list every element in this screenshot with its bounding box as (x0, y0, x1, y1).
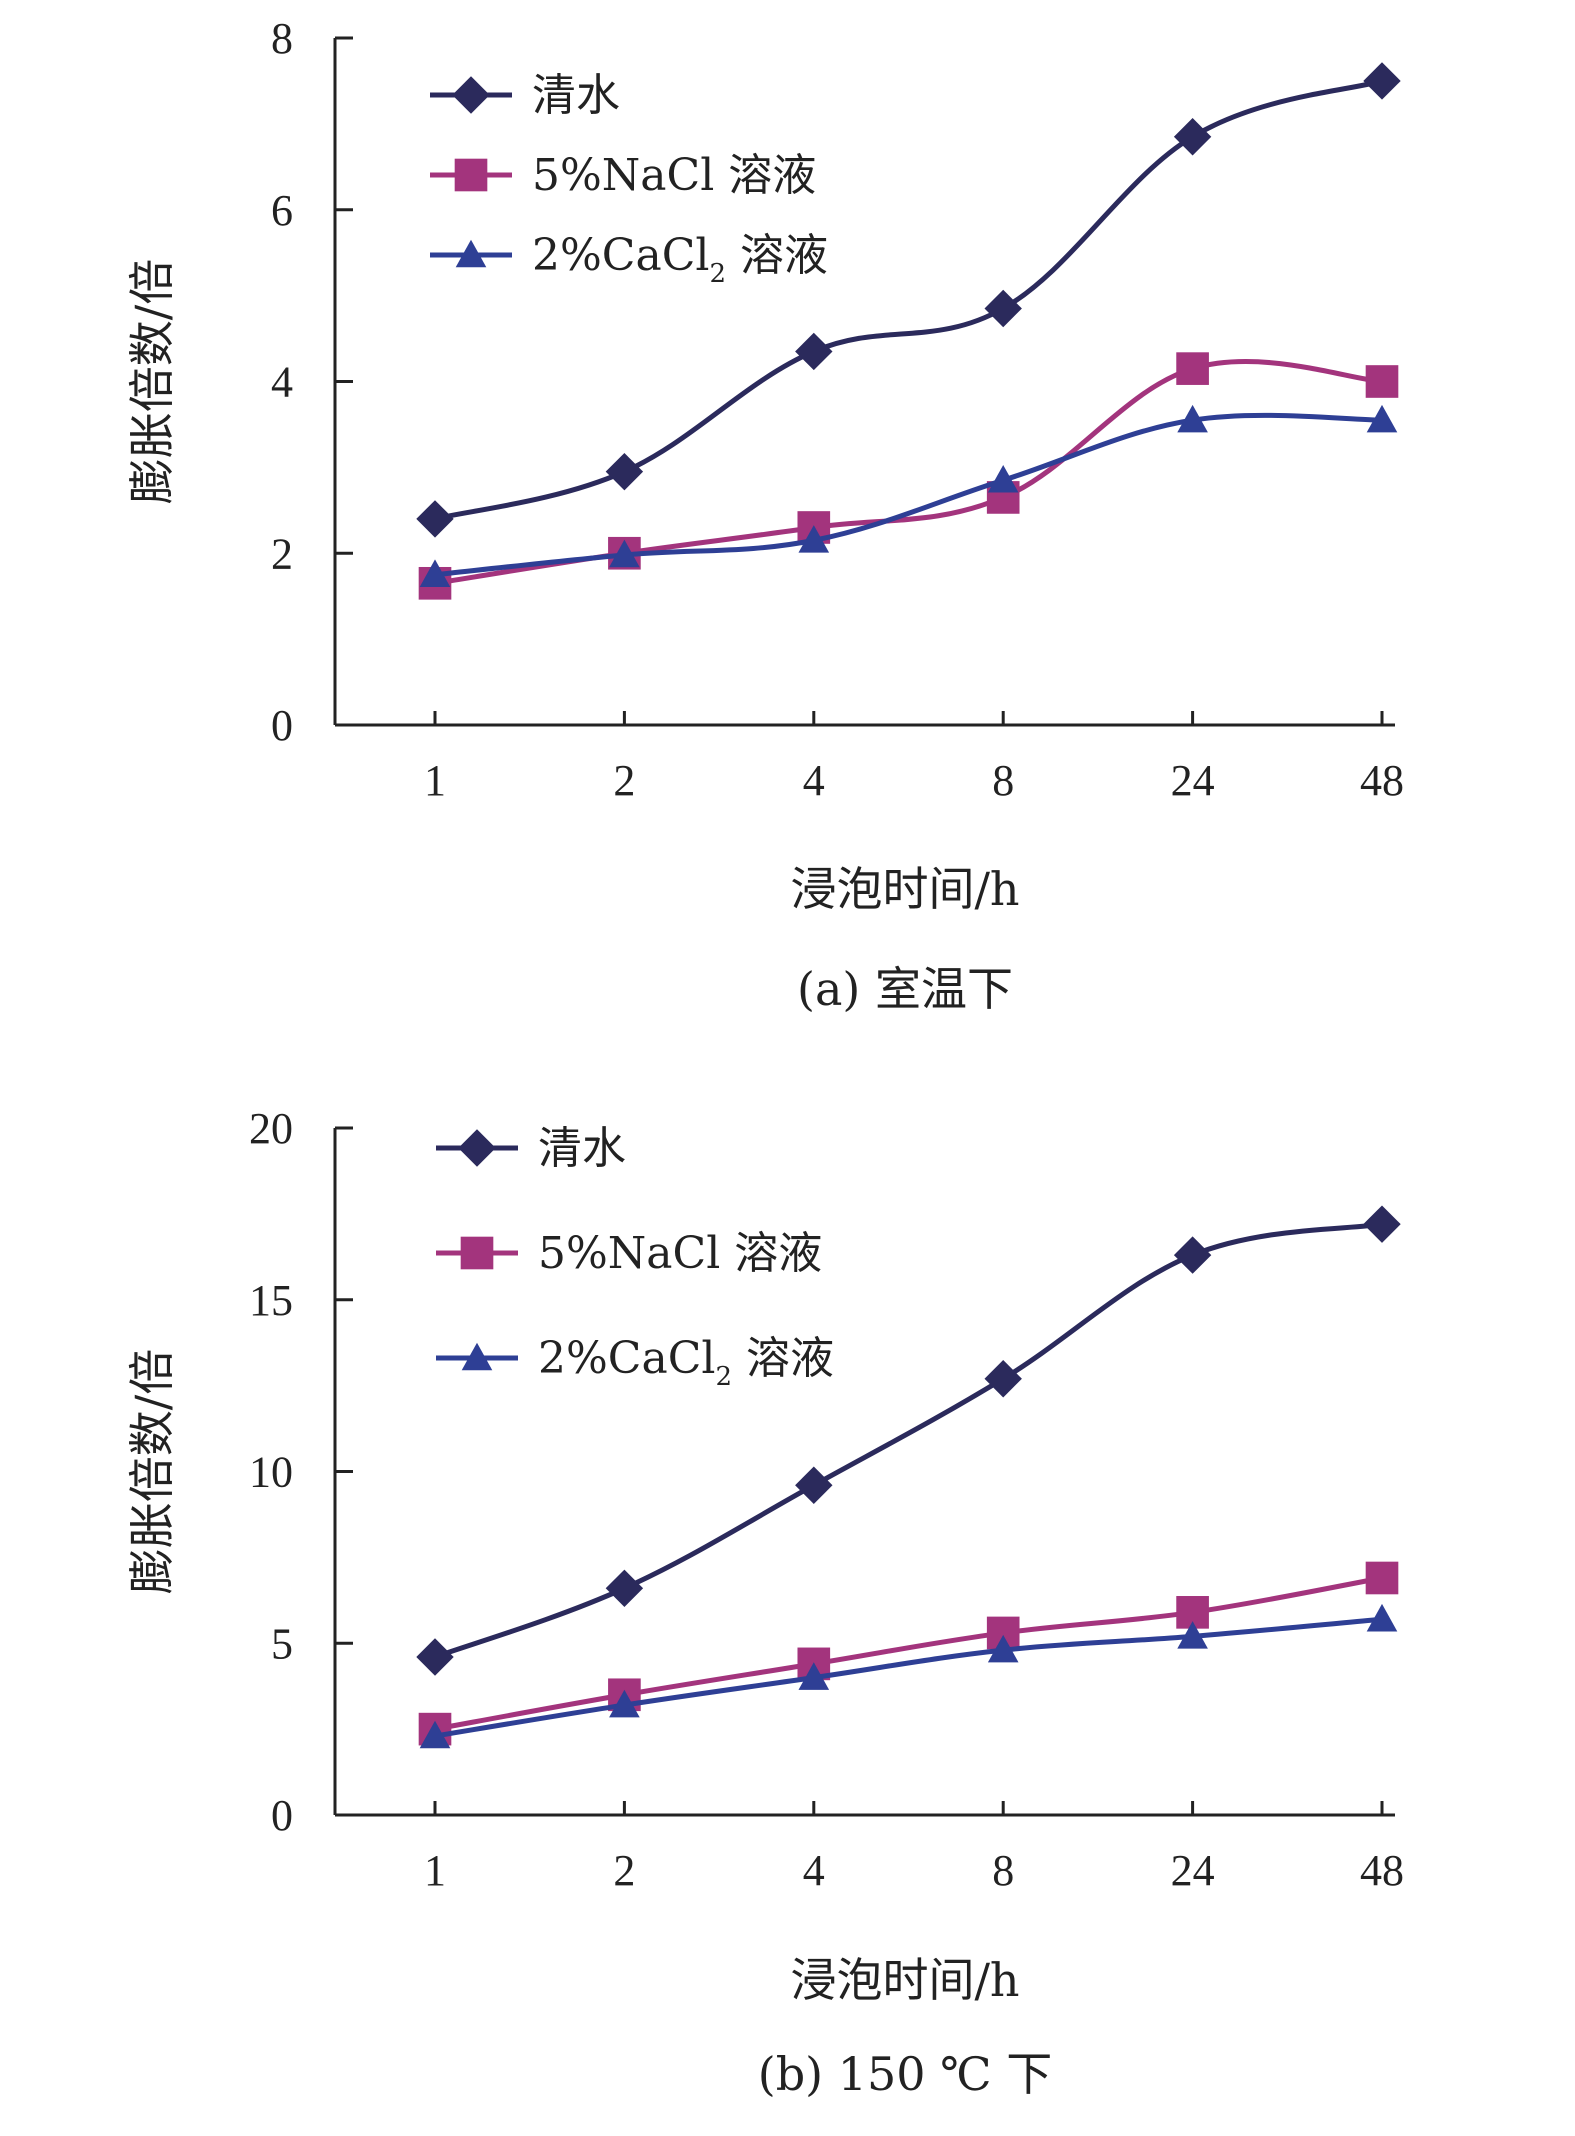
x-tick-label: 1 (424, 756, 446, 805)
y-tick-label: 0 (271, 1791, 293, 1840)
series-line (434, 412, 1383, 578)
x-tick-label: 2 (613, 1846, 635, 1895)
y-tick-label: 2 (271, 529, 293, 578)
diamond-marker (1363, 62, 1401, 100)
y-tick-label: 20 (249, 1104, 293, 1153)
diamond-marker (416, 500, 454, 538)
x-tick-label: 1 (424, 1846, 446, 1895)
diamond-marker (605, 1569, 644, 1607)
x-tick-label: 2 (613, 756, 635, 805)
diamond-marker (795, 332, 833, 371)
chart-caption: (a) 室温下 (797, 962, 1013, 1016)
triangle-marker (1366, 404, 1398, 433)
series-line (434, 78, 1383, 522)
diamond-marker (416, 1638, 454, 1676)
diamond-marker (795, 1466, 833, 1504)
square-marker (454, 158, 488, 192)
triangle-marker (419, 559, 451, 587)
triangle-marker (609, 1689, 640, 1718)
square-marker (460, 1236, 494, 1270)
series-line (434, 1575, 1383, 1732)
x-tick-label: 48 (1360, 1846, 1404, 1895)
square-marker (1365, 1561, 1399, 1595)
triangle-marker (987, 464, 1019, 493)
y-tick-label: 6 (271, 186, 293, 235)
chart-caption: (b) 150 ℃ 下 (758, 2047, 1052, 2101)
triangle-marker (798, 1662, 830, 1690)
x-axis-title: 浸泡时间/h (790, 1953, 1019, 2007)
square-marker (1176, 352, 1209, 385)
triangle-marker (798, 525, 830, 553)
x-axis-title: 浸泡时间/h (790, 862, 1019, 916)
diamond-marker (605, 452, 644, 491)
x-tick-label: 4 (803, 756, 825, 805)
series-line (434, 1616, 1383, 1739)
legend-label: 2%CaCl2 溶液 (538, 1333, 834, 1392)
y-tick-label: 8 (271, 14, 293, 63)
series-line (434, 1221, 1383, 1660)
diamond-marker (984, 1360, 1022, 1398)
x-tick-label: 48 (1360, 756, 1404, 805)
y-tick-label: 4 (271, 358, 293, 407)
y-tick-label: 15 (249, 1276, 293, 1325)
y-tick-label: 5 (271, 1619, 293, 1668)
triangle-marker (1177, 404, 1208, 433)
x-tick-label: 4 (803, 1846, 825, 1895)
square-marker (1365, 365, 1399, 398)
triangle-marker (987, 1634, 1019, 1663)
triangle-marker (1366, 1603, 1398, 1632)
triangle-marker (461, 1342, 493, 1371)
diamond-marker (452, 76, 490, 114)
triangle-marker (1177, 1621, 1208, 1649)
x-tick-label: 24 (1171, 756, 1215, 805)
x-tick-label: 8 (992, 1846, 1014, 1895)
triangle-marker (419, 1720, 451, 1749)
diamond-marker (984, 289, 1022, 328)
series-line (434, 359, 1383, 586)
legend-label: 清水 (532, 70, 620, 121)
diamond-marker (1363, 1205, 1401, 1243)
diamond-marker (1173, 118, 1212, 156)
y-tick-label: 0 (271, 701, 293, 750)
x-tick-label: 8 (992, 756, 1014, 805)
diamond-marker (1173, 1236, 1212, 1274)
legend-label: 5%NaCl 溶液 (538, 1228, 822, 1279)
triangle-marker (455, 239, 487, 268)
legend-label: 5%NaCl 溶液 (532, 150, 816, 201)
y-axis-title: 膨胀倍数/倍 (125, 259, 179, 505)
y-axis-title: 膨胀倍数/倍 (125, 1349, 179, 1595)
legend-label: 清水 (538, 1123, 626, 1174)
legend-label: 2%CaCl2 溶液 (532, 230, 828, 289)
triangle-marker (609, 539, 640, 568)
x-tick-label: 24 (1171, 1846, 1215, 1895)
y-tick-label: 10 (249, 1448, 293, 1497)
diamond-marker (458, 1129, 496, 1167)
